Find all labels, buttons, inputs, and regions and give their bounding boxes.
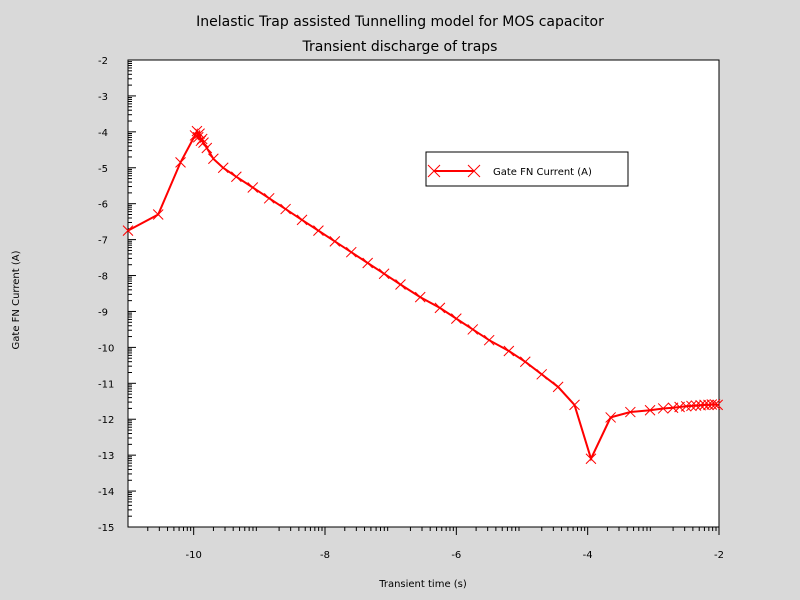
data-point-marker xyxy=(201,142,213,154)
data-point-marker xyxy=(263,192,275,204)
data-point-marker xyxy=(680,400,692,412)
data-point-marker xyxy=(217,162,229,174)
y-tick-label: -10 xyxy=(98,343,114,354)
data-point-marker xyxy=(657,403,669,414)
legend-marker xyxy=(467,164,481,178)
data-point-marker xyxy=(644,404,656,416)
data-point-marker xyxy=(198,137,209,148)
y-tick-label: -14 xyxy=(98,487,114,498)
chart-subtitle: Transient discharge of traps xyxy=(302,39,498,55)
data-point-marker xyxy=(552,381,564,393)
data-point-marker xyxy=(709,399,721,410)
y-tick-label: -9 xyxy=(98,307,108,318)
legend: Gate FN Current (A) xyxy=(425,151,629,187)
y-axis: -15 -14 -13 -12 -11 -10 -9 -8 -7 -6 -5 -4 -3 -2 xyxy=(98,56,136,534)
x-tick-label: -8 xyxy=(320,550,330,561)
data-point-marker xyxy=(230,171,242,183)
y-tick-label: -2 xyxy=(98,56,108,67)
x-tick-label: -10 xyxy=(185,550,201,561)
x-axis: -10 -8 -6 -4 -2 xyxy=(147,527,724,561)
x-tick-label: -6 xyxy=(451,550,461,561)
legend-marker xyxy=(427,164,441,178)
y-tick-label: -11 xyxy=(98,379,114,390)
y-tick-label: -6 xyxy=(98,200,108,211)
data-point-marker xyxy=(122,225,134,236)
y-tick-label: -12 xyxy=(98,415,114,426)
legend-box xyxy=(425,151,629,187)
data-point-marker xyxy=(152,209,164,220)
data-point-marker xyxy=(362,257,374,269)
data-point-marker xyxy=(414,291,426,303)
data-point-marker xyxy=(536,368,548,380)
y-tick-label: -8 xyxy=(98,272,108,283)
data-point-marker xyxy=(395,279,406,290)
data-point-marker xyxy=(329,236,341,247)
x-tick-label: -2 xyxy=(714,550,724,561)
x-axis-label: Transient time (s) xyxy=(378,579,467,590)
data-point-marker xyxy=(450,313,462,324)
data-point-marker xyxy=(686,400,697,412)
chart-title: Inelastic Trap assisted Tunnelling model… xyxy=(196,14,604,30)
data-point-marker xyxy=(585,453,597,465)
data-point-marker xyxy=(467,324,479,335)
y-tick-label: -3 xyxy=(98,92,108,103)
data-point-marker xyxy=(378,268,390,280)
y-tick-label: -13 xyxy=(98,451,114,462)
data-point-marker xyxy=(624,406,636,418)
series-gate-fn-current xyxy=(122,125,724,465)
data-point-marker xyxy=(434,302,446,314)
y-tick-label: -7 xyxy=(98,236,108,247)
data-point-marker xyxy=(280,203,291,215)
data-point-marker xyxy=(296,214,308,226)
y-tick-label: -4 xyxy=(98,128,108,139)
data-point-marker xyxy=(519,356,531,368)
data-point-marker xyxy=(712,399,724,411)
y-tick-label: -5 xyxy=(98,164,108,175)
legend-label: Gate FN Current (A) xyxy=(493,167,592,178)
data-point-marker xyxy=(175,157,186,168)
data-point-marker xyxy=(208,153,219,165)
data-point-marker xyxy=(194,128,205,139)
data-point-marker xyxy=(695,399,706,411)
data-point-marker xyxy=(483,334,495,346)
data-point-marker xyxy=(196,133,208,145)
data-point-marker xyxy=(690,400,702,411)
x-tick-label: -4 xyxy=(583,550,593,561)
data-point-marker xyxy=(569,399,580,411)
data-point-marker xyxy=(247,182,259,193)
y-tick-label: -15 xyxy=(98,523,114,534)
data-point-marker xyxy=(345,246,357,258)
data-point-marker xyxy=(503,345,515,357)
y-axis-label: Gate FN Current (A) xyxy=(11,250,22,349)
data-point-marker xyxy=(605,412,617,423)
data-point-marker xyxy=(313,225,324,236)
